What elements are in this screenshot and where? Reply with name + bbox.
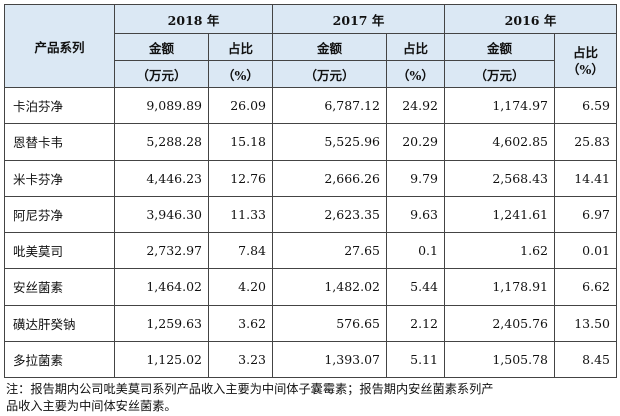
amount-2017-cell: 2,623.35: [272, 195, 387, 234]
product-name-cell: 安丝菌素: [4, 268, 115, 306]
ratio-2017-cell: 0.1: [386, 231, 445, 270]
ratio-2018-cell: 7.84: [208, 231, 273, 270]
amount-2018-cell: 4,446.23: [114, 159, 209, 197]
header-amount-2016: 金额: [444, 33, 555, 61]
amount-2017-cell: 27.65: [272, 231, 387, 270]
table-row: 恩替卡韦 5,288.28 15.18 5,525.96 20.29 4,602…: [4, 123, 617, 161]
amount-2018-cell: 1,125.02: [114, 340, 209, 379]
ratio-2016-cell: 6.59: [554, 86, 617, 125]
ratio-2017-cell: 2.12: [386, 304, 445, 342]
product-name-cell: 恩替卡韦: [4, 123, 115, 161]
amount-2016-cell: 2,405.76: [444, 304, 555, 342]
header-ratio-2017: 占比: [386, 33, 445, 61]
ratio-2016-cell: 6.97: [554, 195, 617, 234]
ratio-2017-cell: 5.44: [386, 268, 445, 306]
header-year-2017: 2017 年: [272, 4, 445, 34]
table-row: 阿尼芬净 3,946.30 11.33 2,623.35 9.63 1,241.…: [4, 195, 617, 234]
amount-2017-cell: 5,525.96: [272, 123, 387, 161]
ratio-2017-cell: 24.92: [386, 86, 445, 125]
header-year-2018: 2018 年: [114, 4, 273, 34]
amount-2018-cell: 5,288.28: [114, 123, 209, 161]
amount-2018-cell: 3,946.30: [114, 195, 209, 234]
amount-2016-cell: 1,505.78: [444, 340, 555, 379]
table-row: 多拉菌素 1,125.02 3.23 1,393.07 5.11 1,505.7…: [4, 340, 617, 379]
ratio-2017-cell: 5.11: [386, 340, 445, 379]
header-ratio-2016: 占比 （%）: [554, 33, 617, 88]
ratio-2017-cell: 20.29: [386, 123, 445, 161]
ratio-2016-cell: 13.50: [554, 304, 617, 342]
ratio-2018-cell: 3.62: [208, 304, 273, 342]
header-ratio-2018: 占比: [208, 33, 273, 61]
ratio-2016-cell: 14.41: [554, 159, 617, 197]
table-row: 吡美莫司 2,732.97 7.84 27.65 0.1 1.62 0.01: [4, 231, 617, 270]
ratio-2016-cell: 8.45: [554, 340, 617, 379]
footnote-line-2: 品收入主要为中间体安丝菌素。: [6, 399, 177, 413]
amount-2018-cell: 9,089.89: [114, 86, 209, 125]
header-product-series: 产品系列: [4, 4, 115, 88]
product-name-cell: 多拉菌素: [4, 340, 115, 379]
product-name-cell: 卡泊芬净: [4, 86, 115, 125]
header-amount-2018: 金额: [114, 33, 209, 61]
ratio-2016-cell: 25.83: [554, 123, 617, 161]
header-unit-amount-2017: （万元）: [272, 60, 387, 88]
table-row: 卡泊芬净 9,089.89 26.09 6,787.12 24.92 1,174…: [4, 86, 617, 125]
amount-2017-cell: 6,787.12: [272, 86, 387, 125]
table-row: 磺达肝癸钠 1,259.63 3.62 576.65 2.12 2,405.76…: [4, 304, 617, 342]
ratio-2018-cell: 26.09: [208, 86, 273, 125]
ratio-2018-cell: 12.76: [208, 159, 273, 197]
amount-2016-cell: 1,241.61: [444, 195, 555, 234]
product-name-cell: 阿尼芬净: [4, 195, 115, 234]
header-amount-2017: 金额: [272, 33, 387, 61]
header-ratio-2016-label: 占比: [572, 44, 598, 60]
amount-2016-cell: 1,174.97: [444, 86, 555, 125]
header-ratio-2016-unit: （%）: [567, 61, 604, 77]
ratio-2016-cell: 0.01: [554, 231, 617, 270]
amount-2017-cell: 1,482.02: [272, 268, 387, 306]
table-footnote: 注：报告期内公司吡美莫司系列产品收入主要为中间体子囊霉素；报告期内安丝菌素系列产…: [6, 381, 614, 415]
amount-2016-cell: 1,178.91: [444, 268, 555, 306]
product-name-cell: 米卡芬净: [4, 159, 115, 197]
amount-2018-cell: 1,259.63: [114, 304, 209, 342]
table-row: 米卡芬净 4,446.23 12.76 2,666.26 9.79 2,568.…: [4, 159, 617, 197]
table-row: 安丝菌素 1,464.02 4.20 1,482.02 5.44 1,178.9…: [4, 268, 617, 306]
ratio-2018-cell: 3.23: [208, 340, 273, 379]
product-name-cell: 磺达肝癸钠: [4, 304, 115, 342]
header-unit-ratio-2018: （%）: [208, 60, 273, 88]
header-year-2016: 2016 年: [444, 4, 617, 34]
product-revenue-table: 产品系列 2018 年 2017 年 2016 年 金额 占比 金额 占比 金额…: [4, 4, 617, 379]
ratio-2017-cell: 9.79: [386, 159, 445, 197]
product-name-cell: 吡美莫司: [4, 231, 115, 270]
amount-2017-cell: 2,666.26: [272, 159, 387, 197]
header-unit-amount-2018: （万元）: [114, 60, 209, 88]
amount-2016-cell: 1.62: [444, 231, 555, 270]
ratio-2018-cell: 4.20: [208, 268, 273, 306]
header-unit-ratio-2017: （%）: [386, 60, 445, 88]
ratio-2018-cell: 15.18: [208, 123, 273, 161]
ratio-2016-cell: 6.62: [554, 268, 617, 306]
ratio-2017-cell: 9.63: [386, 195, 445, 234]
ratio-2018-cell: 11.33: [208, 195, 273, 234]
amount-2017-cell: 576.65: [272, 304, 387, 342]
footnote-line-1: 注：报告期内公司吡美莫司系列产品收入主要为中间体子囊霉素；报告期内安丝菌素系列产: [6, 382, 494, 396]
header-unit-amount-2016: （万元）: [444, 60, 555, 88]
amount-2016-cell: 2,568.43: [444, 159, 555, 197]
amount-2018-cell: 1,464.02: [114, 268, 209, 306]
amount-2017-cell: 1,393.07: [272, 340, 387, 379]
amount-2018-cell: 2,732.97: [114, 231, 209, 270]
amount-2016-cell: 4,602.85: [444, 123, 555, 161]
